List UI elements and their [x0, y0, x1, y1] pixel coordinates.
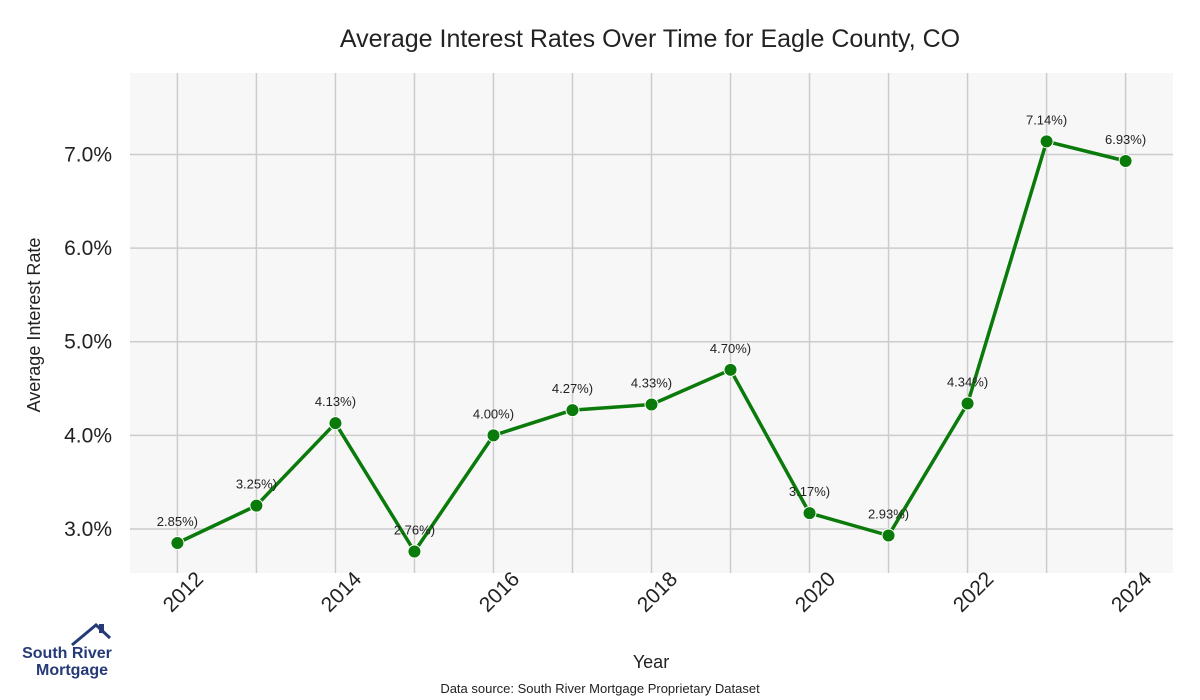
- y-axis-title: Average Interest Rate: [24, 238, 44, 413]
- y-tick-label-5: 5.0%: [64, 331, 112, 354]
- data-label-2017: 4.27%): [552, 381, 593, 396]
- data-point-2012: [170, 536, 185, 551]
- logo-line-2: Mortgage: [36, 662, 108, 679]
- x-tick-labels: 2012 2014 2016 2018 2020 2022 2024: [159, 567, 1157, 617]
- data-points: [170, 134, 1133, 559]
- logo-line-1: South River: [22, 645, 112, 662]
- data-label-2016: 4.00%): [473, 406, 514, 421]
- data-point-2022: [960, 396, 975, 411]
- data-label-2021: 2.93%): [868, 507, 909, 522]
- data-label-2020: 3.17%): [789, 484, 830, 499]
- company-logo: South River Mortgage: [22, 623, 112, 679]
- y-tick-label-3: 3.0%: [64, 518, 112, 541]
- x-axis-title: Year: [633, 652, 669, 672]
- data-label-2022: 4.34%): [947, 375, 988, 390]
- data-label-2023: 7.14%): [1026, 112, 1067, 127]
- data-label-2018: 4.33%): [631, 375, 672, 390]
- data-point-2023: [1039, 134, 1054, 149]
- data-point-2019: [723, 362, 738, 377]
- y-tick-labels: 3.0% 4.0% 5.0% 6.0% 7.0%: [64, 143, 112, 541]
- data-labels: 2.85%) 3.25%) 4.13%) 2.76%) 4.00%) 4.27%) 4.33…: [157, 112, 1146, 537]
- data-point-2017: [565, 403, 580, 418]
- data-label-2019: 4.70%): [710, 341, 751, 356]
- data-point-2020: [802, 506, 817, 521]
- y-tick-label-4: 4.0%: [64, 424, 112, 447]
- x-tick-label-2018: 2018: [633, 567, 682, 616]
- data-point-2014: [328, 416, 343, 431]
- y-tick-label-6: 6.0%: [64, 237, 112, 260]
- source-note: Data source: South River Mortgage Propri…: [440, 681, 760, 696]
- chart-title: Average Interest Rates Over Time for Eag…: [340, 25, 960, 53]
- house-roof-icon: [71, 623, 112, 647]
- data-point-2015: [407, 544, 422, 559]
- data-point-2024: [1118, 154, 1133, 169]
- data-label-2014: 4.13%): [315, 394, 356, 409]
- x-tick-label-2014: 2014: [317, 567, 367, 617]
- x-tick-label-2024: 2024: [1107, 567, 1157, 617]
- data-point-2016: [486, 428, 501, 443]
- data-point-2013: [249, 498, 264, 513]
- x-tick-label-2020: 2020: [791, 567, 840, 616]
- data-label-2013: 3.25%): [236, 477, 277, 492]
- data-label-2012: 2.85%): [157, 514, 198, 529]
- data-point-2018: [644, 397, 659, 412]
- x-tick-label-2012: 2012: [159, 567, 208, 616]
- data-label-2015: 2.76%): [394, 522, 435, 537]
- grid-lines: [130, 73, 1173, 573]
- x-tick-label-2022: 2022: [949, 567, 998, 616]
- y-tick-label-7: 7.0%: [64, 143, 112, 166]
- x-tick-label-2016: 2016: [475, 567, 524, 616]
- data-label-2024: 6.93%): [1105, 132, 1146, 147]
- data-point-2021: [881, 528, 896, 543]
